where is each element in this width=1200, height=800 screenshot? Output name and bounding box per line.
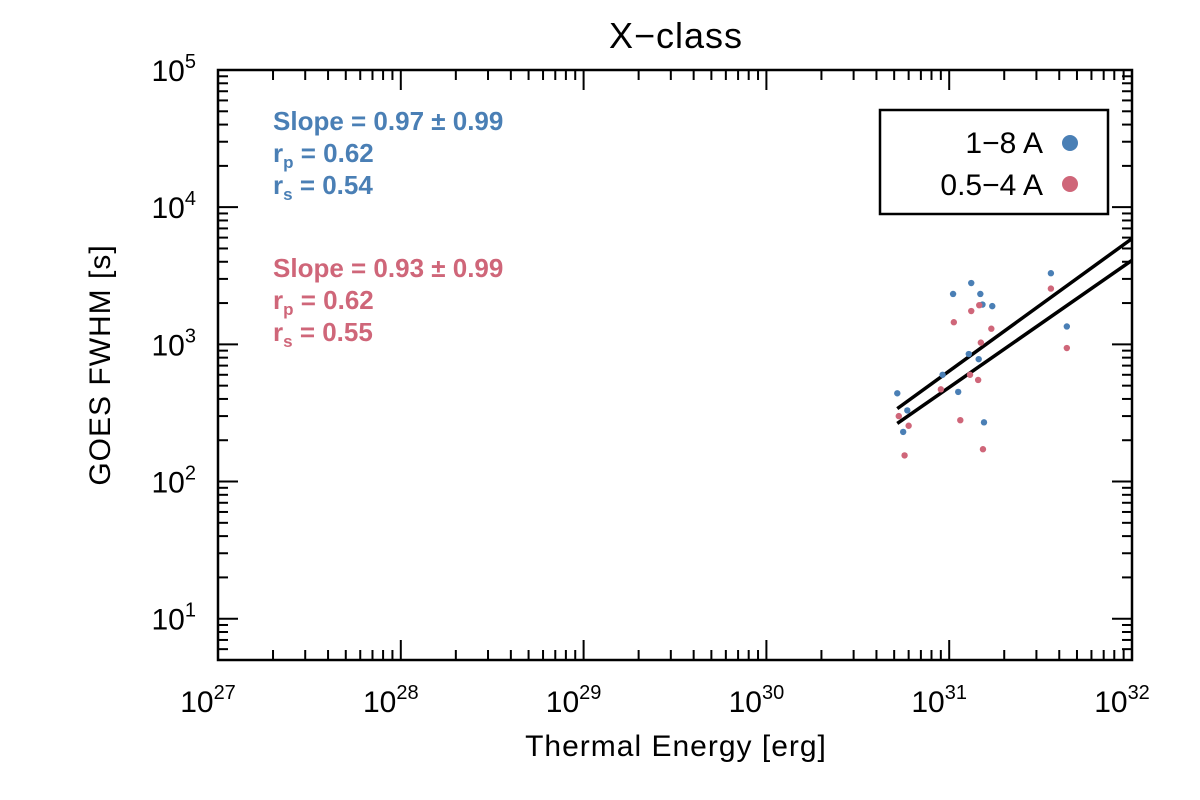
- data-point-series-2: [1063, 344, 1071, 352]
- y-tick-exponent: 2: [185, 463, 196, 485]
- y-tick-label: 102: [152, 463, 197, 500]
- x-tick-label: 1030: [729, 682, 785, 719]
- fit-lines: [896, 237, 1134, 425]
- series2-rp-text: rp = 0.62: [273, 285, 374, 319]
- data-point-series-2: [976, 301, 983, 309]
- legend-label-1-8: 1−8 A: [965, 127, 1043, 160]
- data-point-series-2: [1047, 285, 1055, 292]
- x-tick-base: 10: [546, 686, 579, 719]
- legend-marker-0.5-4: [1062, 176, 1078, 192]
- series1-rs-text: rs = 0.54: [273, 170, 373, 204]
- series2-rs-prefix: r: [273, 317, 283, 347]
- data-point-series-1: [968, 279, 975, 287]
- data-point-series-1: [904, 407, 911, 414]
- data-point-series-2: [905, 422, 912, 429]
- data-point-series-2: [957, 416, 964, 424]
- data-point-series-1: [975, 355, 982, 363]
- x-tick-exponent: 30: [762, 682, 784, 704]
- series1-slope-text: Slope = 0.97 ± 0.99: [273, 106, 503, 136]
- y-tick-base: 10: [152, 604, 185, 637]
- y-tick-exponent: 3: [185, 325, 196, 347]
- x-tick-base: 10: [911, 686, 944, 719]
- series1-rs-subscript: s: [283, 185, 292, 204]
- y-tick-exponent: 5: [185, 51, 196, 73]
- x-tick-label: 1027: [180, 682, 236, 719]
- data-point-series-2: [979, 446, 987, 453]
- y-tick-base: 10: [152, 192, 185, 225]
- data-point-series-2: [901, 452, 908, 459]
- x-tick-base: 10: [180, 686, 213, 719]
- series1-rp-subscript: p: [283, 153, 293, 172]
- data-point-series-1: [894, 390, 901, 397]
- legend-marker-1-8: [1062, 135, 1078, 151]
- series2-rp-prefix: r: [273, 285, 283, 315]
- data-points: [894, 270, 1071, 459]
- x-tick-label: 1031: [911, 682, 967, 719]
- series2-rs-value: = 0.55: [293, 317, 373, 347]
- x-tick-base: 10: [363, 686, 396, 719]
- series1-rp-prefix: r: [273, 138, 283, 168]
- series2-rs-text: rs = 0.55: [273, 317, 373, 351]
- series1-rs-prefix: r: [273, 170, 283, 200]
- data-point-series-2: [988, 325, 995, 332]
- y-tick-exponent: 4: [185, 188, 196, 210]
- series1-rs-value: = 0.54: [293, 170, 374, 200]
- y-tick-label: 101: [152, 600, 197, 637]
- y-tick-base: 10: [152, 55, 185, 88]
- axis-ticks: [217, 70, 1132, 661]
- x-tick-label: 1028: [363, 682, 419, 719]
- x-tick-exponent: 31: [945, 682, 967, 704]
- series2-rs-subscript: s: [283, 332, 292, 351]
- data-point-series-2: [937, 386, 945, 393]
- data-point-series-1: [989, 302, 996, 310]
- x-tick-exponent: 32: [1128, 682, 1150, 704]
- series2-slope-text: Slope = 0.93 ± 0.99: [273, 253, 503, 283]
- y-tick-label: 103: [152, 325, 197, 362]
- legend-label-0.5-4: 0.5−4 A: [940, 169, 1043, 202]
- data-point-series-1: [1063, 323, 1071, 330]
- data-point-series-1: [977, 290, 984, 298]
- data-point-series-1: [1047, 270, 1055, 277]
- x-tick-base: 10: [729, 686, 762, 719]
- x-tick-label: 1029: [546, 682, 602, 719]
- data-point-series-1: [899, 428, 907, 436]
- x-tick-exponent: 27: [214, 682, 236, 704]
- chart-title: X−class: [609, 15, 743, 56]
- y-axis-label: GOES FWHM [s]: [84, 244, 117, 485]
- x-tick-exponent: 29: [579, 682, 601, 704]
- data-point-series-2: [968, 307, 975, 315]
- series1-rp-value: = 0.62: [294, 138, 374, 168]
- series2-rp-value: = 0.62: [294, 285, 374, 315]
- data-point-series-1: [954, 388, 962, 396]
- data-point-series-2: [977, 339, 985, 346]
- x-tick-exponent: 28: [396, 682, 418, 704]
- y-tick-exponent: 1: [185, 600, 196, 622]
- data-point-series-2: [966, 371, 974, 378]
- data-point-series-2: [974, 376, 982, 384]
- y-tick-label: 105: [152, 51, 197, 88]
- data-point-series-1: [980, 419, 988, 426]
- data-point-series-1: [949, 290, 957, 298]
- data-point-series-1: [939, 371, 946, 378]
- x-tick-base: 10: [1094, 686, 1127, 719]
- data-point-series-2: [895, 412, 902, 420]
- x-tick-labels: 1027 1028 1029 1030 1031 1032: [180, 682, 1150, 719]
- series1-rp-text: rp = 0.62: [273, 138, 374, 172]
- data-point-series-2: [950, 319, 958, 326]
- x-axis-label: Thermal Energy [erg]: [525, 730, 827, 763]
- x-tick-label: 1032: [1094, 682, 1150, 719]
- y-tick-base: 10: [152, 329, 185, 362]
- y-tick-label: 104: [152, 188, 197, 225]
- series2-rp-subscript: p: [283, 300, 293, 319]
- fit-line-series-1: [896, 237, 1134, 411]
- legend-box: [878, 108, 1110, 216]
- data-point-series-1: [965, 350, 972, 358]
- legend: 1−8 A 0.5−4 A: [878, 108, 1110, 216]
- y-tick-base: 10: [152, 467, 185, 500]
- fit-line-series-2: [896, 258, 1133, 425]
